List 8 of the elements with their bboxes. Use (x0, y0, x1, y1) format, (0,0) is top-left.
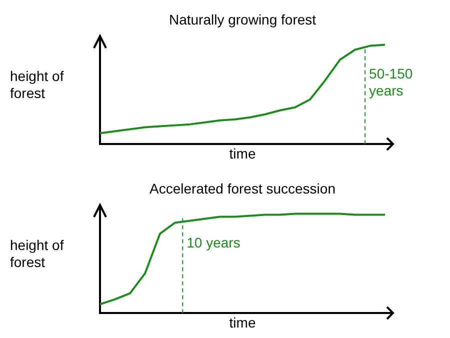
annotation: 50-150 years (369, 66, 413, 99)
y-axis-title: height of forest (10, 68, 64, 101)
x-axis-title: time (229, 314, 256, 330)
chart-title: Accelerated forest succession (150, 180, 336, 196)
x-axis-title: time (229, 145, 256, 162)
chart-title: Naturally growing forest (168, 11, 316, 28)
y-axis-title: height of forest (10, 236, 64, 270)
annotation: 10 years (186, 234, 240, 251)
